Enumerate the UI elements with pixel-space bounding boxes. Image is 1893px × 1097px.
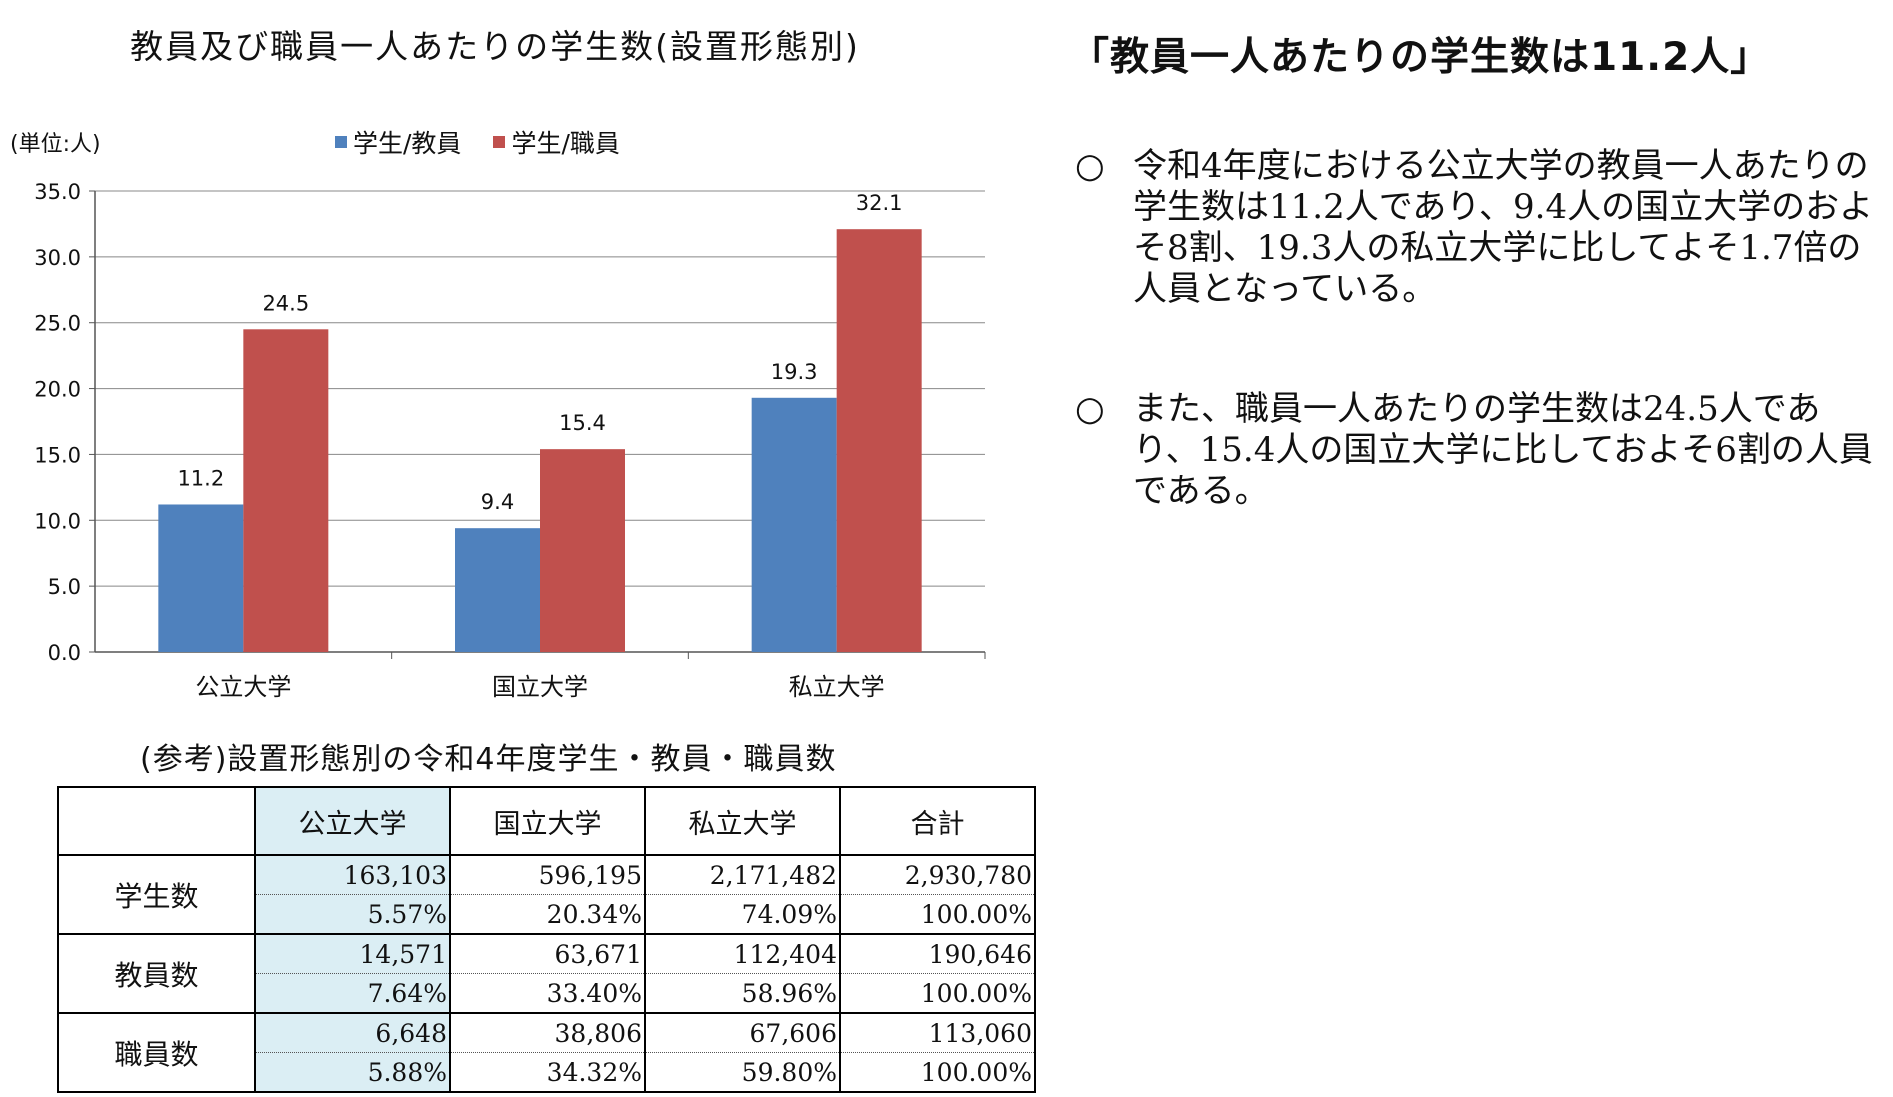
bullet-circle-icon: ○	[1075, 389, 1105, 429]
count-value: 112,404	[646, 935, 839, 974]
table-cell: 2,930,780 100.00%	[839, 854, 1036, 935]
count-value: 6,648	[256, 1014, 449, 1053]
count-value: 63,671	[451, 935, 644, 974]
share-value: 33.40%	[546, 979, 642, 1008]
count-value: 38,806	[451, 1014, 644, 1053]
bar-staff	[540, 449, 625, 652]
headline: 「教員一人あたりの学生数は11.2人」	[1070, 35, 1771, 80]
y-tick-label: 0.0	[48, 641, 81, 665]
share-value: 74.09%	[741, 900, 837, 929]
share-value: 7.64%	[367, 979, 447, 1008]
table-cell: 113,060 100.00%	[839, 1012, 1036, 1093]
share-value: 100.00%	[920, 1058, 1032, 1087]
column-header: 公立大学	[254, 786, 451, 856]
x-tick-label: 公立大学	[195, 673, 291, 701]
table-row: 職員数 6,648 5.88% 38,806 34.32% 67,606 59.80% 113…	[57, 1012, 1036, 1093]
bar-teacher	[751, 397, 837, 652]
x-tick-label: 私立大学	[789, 673, 885, 701]
share-value: 100.00%	[920, 979, 1032, 1008]
y-tick-label: 10.0	[34, 509, 81, 533]
table-cell: 67,606 59.80%	[644, 1012, 841, 1093]
data-label: 15.4	[559, 411, 606, 435]
column-header: 私立大学	[644, 786, 841, 856]
unit-label: (単位:人)	[10, 132, 101, 157]
row-label: 教員数	[57, 933, 256, 1014]
legend-item-staff: 学生/職員	[493, 124, 620, 160]
bar-staff	[836, 229, 922, 652]
bar-teacher	[455, 528, 540, 652]
bullet-circle-icon: ○	[1075, 146, 1105, 186]
data-label: 32.1	[856, 191, 903, 215]
y-tick-label: 20.0	[34, 378, 81, 402]
share-value: 58.96%	[741, 979, 837, 1008]
y-tick-label: 35.0	[34, 180, 81, 204]
table-row: 教員数 14,571 7.64% 63,671 33.40% 112,404 58.96% 1…	[57, 933, 1036, 1014]
reference-table: 公立大学 国立大学 私立大学 合計 学生数 163,103 5.57% 596,195…	[57, 786, 1036, 1093]
data-label: 19.3	[771, 360, 818, 384]
column-header: 合計	[839, 786, 1036, 856]
chart-title: 教員及び職員一人あたりの学生数(設置形態別)	[130, 27, 860, 66]
table-cell: 112,404 58.96%	[644, 933, 841, 1014]
share-value: 20.34%	[546, 900, 642, 929]
table-cell: 2,171,482 74.09%	[644, 854, 841, 935]
count-value: 67,606	[646, 1014, 839, 1053]
x-tick-label: 国立大学	[492, 673, 588, 701]
bullet-item: ○ 令和4年度における公立大学の教員一人あたりの学生数は11.2人であり、9.4…	[1075, 146, 1885, 310]
table-header-row: 公立大学 国立大学 私立大学 合計	[57, 786, 1036, 856]
bar-staff	[243, 329, 329, 652]
count-value: 2,171,482	[646, 856, 839, 895]
y-tick-label: 15.0	[34, 443, 81, 467]
y-tick-label: 25.0	[34, 312, 81, 336]
bar-chart: 0.0 5.0 10.0 15.0 20.0 25.0 30.0 35.0 公立大学 11.2 24…	[34, 180, 986, 701]
share-value: 5.88%	[367, 1058, 447, 1087]
chart-legend: 学生/教員 学生/職員	[335, 124, 620, 160]
legend-swatch-teacher	[335, 136, 347, 148]
table-cell: 190,646 100.00%	[839, 933, 1036, 1014]
row-label: 職員数	[57, 1012, 256, 1093]
data-label: 11.2	[177, 466, 224, 490]
table-cell: 163,103 5.57%	[254, 854, 451, 935]
share-value: 59.80%	[741, 1058, 837, 1087]
bullet-text: 令和4年度における公立大学の教員一人あたりの学生数は11.2人であり、9.4人の…	[1133, 146, 1874, 309]
bar-teacher	[158, 504, 244, 652]
share-value: 100.00%	[920, 900, 1032, 929]
table-caption: (参考)設置形態別の令和4年度学生・教員・職員数	[140, 742, 837, 777]
table-row: 学生数 163,103 5.57% 596,195 20.34% 2,171,482 74.…	[57, 854, 1036, 935]
share-value: 5.57%	[367, 900, 447, 929]
count-value: 596,195	[451, 856, 644, 895]
count-value: 14,571	[256, 935, 449, 974]
table-corner-cell	[57, 786, 256, 856]
legend-swatch-staff	[493, 136, 506, 148]
bullet-text: また、職員一人あたりの学生数は24.5人であり、15.4人の国立大学に比しておよ…	[1133, 389, 1873, 511]
bullet-item: ○ また、職員一人あたりの学生数は24.5人であり、15.4人の国立大学に比して…	[1075, 389, 1885, 512]
share-value: 34.32%	[546, 1058, 642, 1087]
data-label: 24.5	[262, 291, 309, 315]
count-value: 113,060	[841, 1014, 1034, 1053]
column-header: 国立大学	[449, 786, 646, 856]
table-cell: 38,806 34.32%	[449, 1012, 646, 1093]
table-cell: 6,648 5.88%	[254, 1012, 451, 1093]
count-value: 190,646	[841, 935, 1034, 974]
count-value: 2,930,780	[841, 856, 1034, 895]
data-label: 9.4	[481, 490, 514, 514]
table-cell: 63,671 33.40%	[449, 933, 646, 1014]
row-label: 学生数	[57, 854, 256, 935]
legend-item-teacher: 学生/教員	[335, 124, 461, 160]
legend-label-staff: 学生/職員	[511, 129, 620, 158]
legend-label-teacher: 学生/教員	[353, 129, 462, 158]
table-cell: 596,195 20.34%	[449, 854, 646, 935]
y-tick-label: 5.0	[48, 575, 81, 599]
y-tick-label: 30.0	[34, 246, 81, 270]
count-value: 163,103	[256, 856, 449, 895]
table-cell: 14,571 7.64%	[254, 933, 451, 1014]
